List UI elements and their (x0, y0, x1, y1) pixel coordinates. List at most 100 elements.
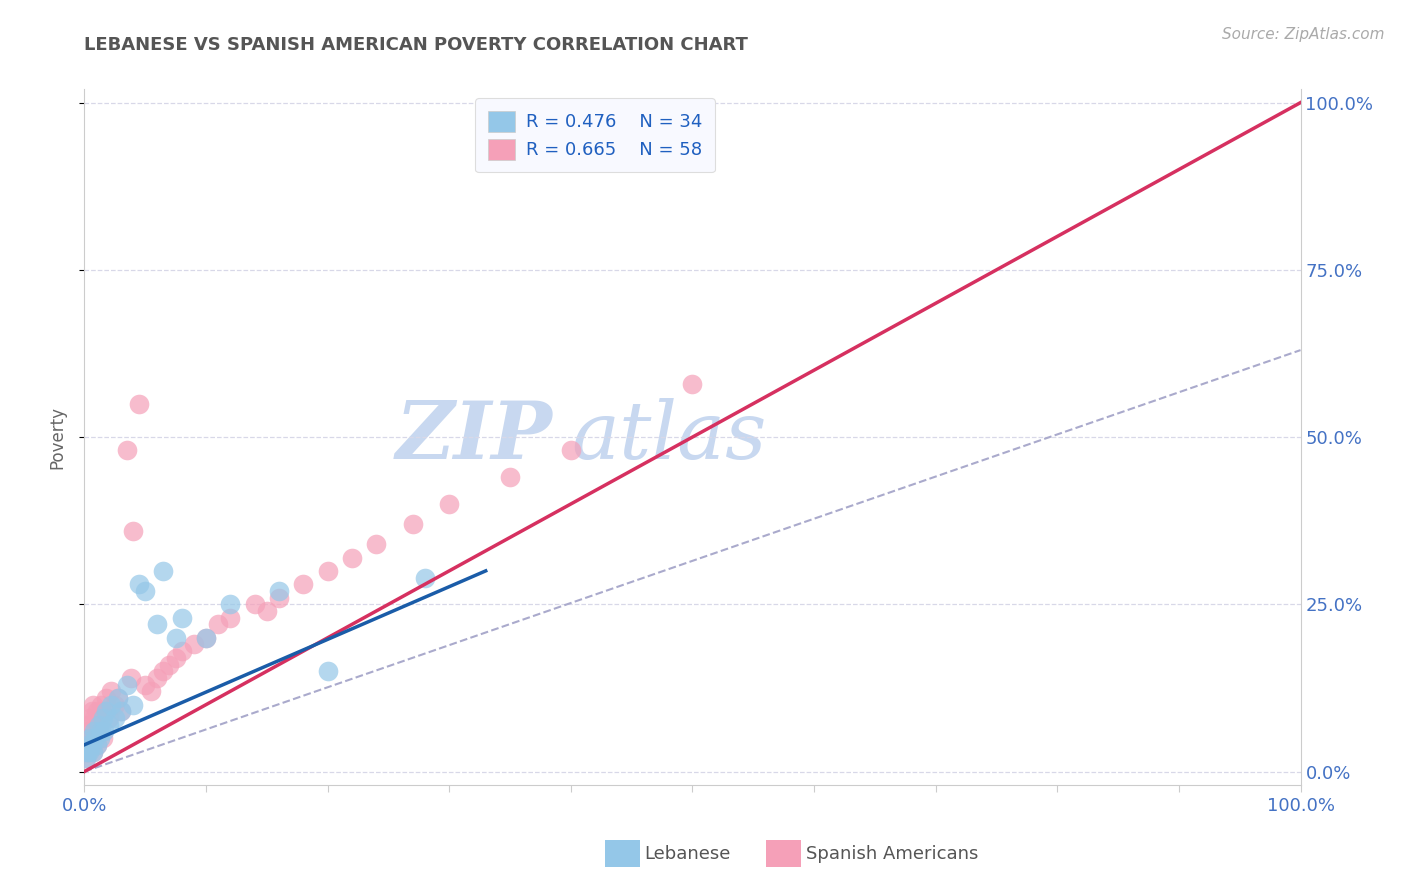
Point (80, 738, 103, 752)
Point (77, 744, 100, 758)
Point (146, 671, 169, 685)
Point (316, 564, 339, 578)
Point (170, 611, 193, 625)
Point (165, 651, 187, 665)
Point (128, 577, 150, 591)
Point (402, 517, 425, 532)
Point (76, 744, 98, 758)
Point (77, 717, 100, 731)
Point (560, 443, 582, 458)
Point (80, 738, 103, 752)
Point (316, 664, 339, 679)
Point (96, 705, 118, 719)
Point (107, 690, 129, 705)
Point (104, 711, 127, 725)
Point (93, 724, 115, 739)
Legend: R = 0.476    N = 34, R = 0.665    N = 58: R = 0.476 N = 34, R = 0.665 N = 58 (475, 98, 714, 172)
Text: LEBANESE VS SPANISH AMERICAN POVERTY CORRELATION CHART: LEBANESE VS SPANISH AMERICAN POVERTY COR… (84, 36, 748, 54)
Point (219, 598, 242, 612)
Point (165, 631, 187, 645)
Text: atlas: atlas (571, 399, 766, 475)
Point (134, 583, 156, 598)
Point (84, 731, 107, 746)
Point (83, 731, 105, 746)
Point (93, 705, 115, 719)
Point (82, 744, 104, 758)
Y-axis label: Poverty: Poverty (48, 406, 66, 468)
Point (195, 631, 218, 645)
Text: Spanish Americans: Spanish Americans (806, 845, 979, 863)
Point (267, 591, 290, 605)
Point (159, 657, 181, 672)
Point (97, 711, 120, 725)
Point (91, 731, 114, 746)
Point (107, 690, 129, 705)
Point (77, 738, 100, 752)
Point (110, 705, 132, 719)
Point (110, 705, 132, 719)
Point (366, 537, 388, 551)
Point (80, 705, 103, 719)
Point (219, 611, 242, 625)
Point (83, 724, 105, 739)
Point (83, 711, 105, 725)
Point (128, 396, 150, 410)
Point (170, 644, 193, 658)
Point (120, 671, 142, 685)
Point (75, 751, 97, 765)
Point (499, 470, 522, 484)
Point (115, 443, 138, 458)
Point (100, 684, 122, 698)
Point (122, 524, 145, 538)
Point (243, 598, 266, 612)
Point (256, 604, 278, 618)
Point (340, 550, 363, 565)
Point (152, 664, 174, 679)
Point (134, 678, 156, 692)
Point (87, 717, 110, 731)
Point (91, 711, 114, 725)
Point (267, 583, 290, 598)
Point (77, 724, 100, 739)
Point (195, 631, 218, 645)
Point (76, 738, 98, 752)
Point (79, 731, 101, 746)
Point (86, 738, 108, 752)
Point (79, 711, 101, 725)
Point (77, 738, 100, 752)
Point (77, 744, 100, 758)
Point (89, 711, 111, 725)
Point (292, 577, 315, 591)
Point (413, 571, 436, 585)
Text: Source: ZipAtlas.com: Source: ZipAtlas.com (1222, 27, 1385, 42)
Point (207, 617, 229, 632)
Point (87, 724, 110, 739)
Point (115, 678, 138, 692)
Point (146, 617, 169, 632)
Point (100, 698, 122, 712)
Point (75, 751, 97, 765)
Point (75, 744, 97, 758)
Point (86, 705, 108, 719)
Point (152, 564, 174, 578)
Point (89, 731, 111, 746)
Point (82, 744, 104, 758)
Point (90, 698, 112, 712)
Point (84, 724, 107, 739)
Point (79, 731, 101, 746)
Point (86, 738, 108, 752)
Text: Lebanese: Lebanese (644, 845, 730, 863)
Point (96, 690, 118, 705)
Point (87, 717, 110, 731)
Point (122, 698, 145, 712)
Point (76, 731, 98, 746)
Point (82, 698, 104, 712)
Text: ZIP: ZIP (395, 399, 553, 475)
Point (90, 724, 112, 739)
Point (682, 376, 704, 391)
Point (183, 637, 205, 651)
Point (141, 684, 163, 698)
Point (439, 497, 461, 511)
Point (97, 717, 120, 731)
Point (104, 698, 127, 712)
